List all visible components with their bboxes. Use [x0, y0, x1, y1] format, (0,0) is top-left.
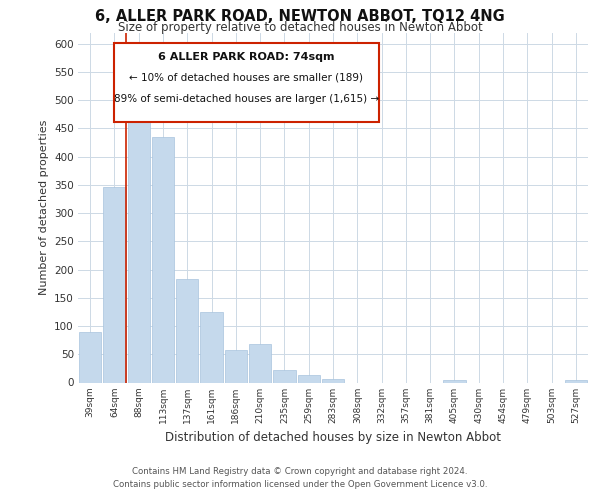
- Text: ← 10% of detached houses are smaller (189): ← 10% of detached houses are smaller (18…: [130, 72, 364, 83]
- Bar: [224, 350, 247, 382]
- Bar: [273, 370, 296, 382]
- Bar: [298, 375, 320, 382]
- Y-axis label: Number of detached properties: Number of detached properties: [38, 120, 49, 295]
- Text: Contains HM Land Registry data © Crown copyright and database right 2024.
Contai: Contains HM Land Registry data © Crown c…: [113, 467, 487, 489]
- Bar: [79, 332, 101, 382]
- Bar: [176, 278, 199, 382]
- Text: 89% of semi-detached houses are larger (1,615) →: 89% of semi-detached houses are larger (…: [114, 94, 379, 104]
- Bar: [443, 380, 466, 382]
- Text: Size of property relative to detached houses in Newton Abbot: Size of property relative to detached ho…: [118, 21, 482, 34]
- FancyBboxPatch shape: [114, 43, 379, 122]
- Text: 6 ALLER PARK ROAD: 74sqm: 6 ALLER PARK ROAD: 74sqm: [158, 52, 335, 62]
- Bar: [200, 312, 223, 382]
- X-axis label: Distribution of detached houses by size in Newton Abbot: Distribution of detached houses by size …: [165, 432, 501, 444]
- Bar: [249, 344, 271, 383]
- Bar: [152, 137, 174, 382]
- Text: 6, ALLER PARK ROAD, NEWTON ABBOT, TQ12 4NG: 6, ALLER PARK ROAD, NEWTON ABBOT, TQ12 4…: [95, 9, 505, 24]
- Bar: [103, 186, 125, 382]
- Bar: [565, 380, 587, 382]
- Bar: [322, 379, 344, 382]
- Bar: [128, 114, 150, 382]
